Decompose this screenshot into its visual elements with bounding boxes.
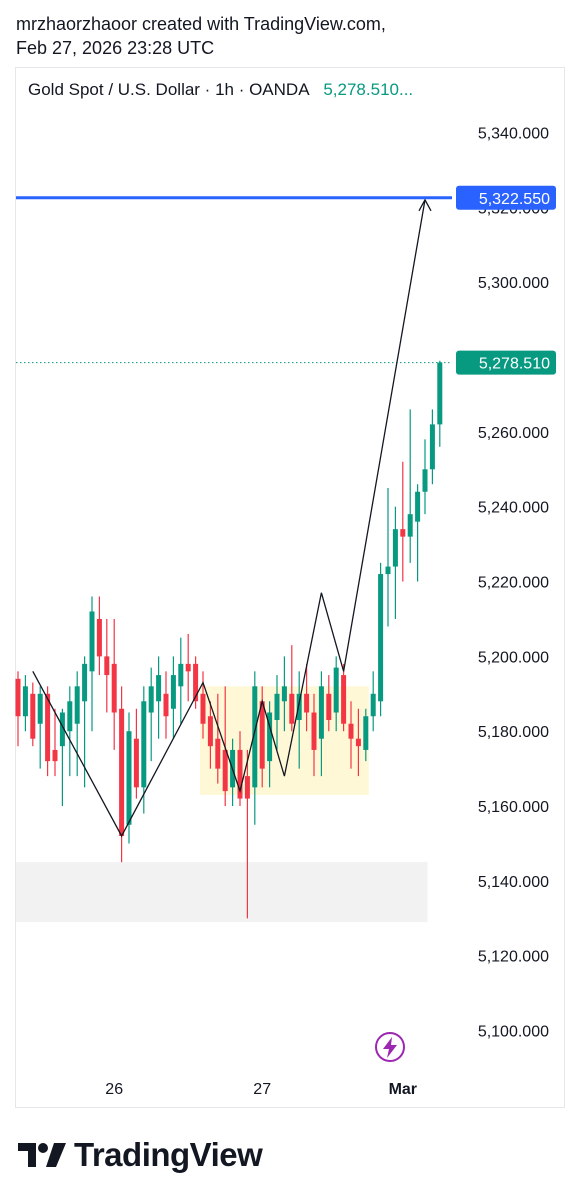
candle-body[interactable] xyxy=(333,667,339,713)
candle-body[interactable] xyxy=(304,693,310,713)
candle-body[interactable] xyxy=(74,686,80,724)
candle-body[interactable] xyxy=(111,663,117,713)
candle-body[interactable] xyxy=(318,686,324,739)
candle-body[interactable] xyxy=(156,675,162,702)
y-axis-tick-label: 5,340.000 xyxy=(478,126,549,143)
demand-zone-box xyxy=(16,862,428,923)
candle-body[interactable] xyxy=(311,712,317,750)
candle-body[interactable] xyxy=(185,663,191,672)
candle-body[interactable] xyxy=(422,469,428,492)
candle-body[interactable] xyxy=(163,693,169,717)
y-axis-tick-label: 5,160.000 xyxy=(478,799,549,816)
candle-body[interactable] xyxy=(193,663,199,702)
y-axis-tick-label: 5,180.000 xyxy=(478,724,549,741)
candle-body[interactable] xyxy=(385,566,391,575)
x-axis-label-27: 27 xyxy=(253,1081,271,1098)
candle-body[interactable] xyxy=(119,708,125,836)
candle-body[interactable] xyxy=(148,686,154,713)
projection-arrowhead xyxy=(418,198,432,212)
timestamp-line: Feb 27, 2026 23:28 UTC xyxy=(16,38,215,58)
candle-body[interactable] xyxy=(200,693,206,724)
candle-body[interactable] xyxy=(348,723,354,739)
candle-body[interactable] xyxy=(370,693,376,717)
candle-body[interactable] xyxy=(82,663,88,702)
candle-body[interactable] xyxy=(437,362,443,425)
y-axis-tick-label: 5,100.000 xyxy=(478,1024,549,1041)
symbol-legend[interactable]: Gold Spot / U.S. Dollar · 1h · OANDA 5,2… xyxy=(28,80,413,100)
y-axis-tick-label: 5,260.000 xyxy=(478,425,549,442)
tradingview-footer[interactable]: TradingView xyxy=(18,1135,263,1175)
candle-body[interactable] xyxy=(363,716,369,750)
candle-body[interactable] xyxy=(267,712,273,762)
candle-body[interactable] xyxy=(215,738,221,769)
candle-body[interactable] xyxy=(252,686,258,788)
candle-body[interactable] xyxy=(170,675,176,709)
candle-body[interactable] xyxy=(37,693,43,724)
candle-body[interactable] xyxy=(289,693,295,724)
candle-body[interactable] xyxy=(178,663,184,687)
y-axis-tick-label: 5,240.000 xyxy=(478,500,549,517)
candle-body[interactable] xyxy=(104,656,110,676)
candle-body[interactable] xyxy=(355,738,361,747)
x-axis-label-mar: Mar xyxy=(389,1081,417,1098)
x-axis-label-26: 26 xyxy=(105,1081,123,1098)
candle-body[interactable] xyxy=(378,574,384,702)
candle-body[interactable] xyxy=(259,701,265,769)
candle-body[interactable] xyxy=(133,738,139,788)
lightning-bolt-glyph xyxy=(383,1037,397,1058)
candle-body[interactable] xyxy=(281,686,287,702)
candle-body[interactable] xyxy=(30,693,36,739)
author-line: mrzhaorzhaoor created with TradingView.c… xyxy=(16,14,386,34)
candle-body[interactable] xyxy=(407,514,413,537)
candle-body[interactable] xyxy=(22,686,28,717)
y-axis-tick-label: 5,300.000 xyxy=(478,275,549,292)
candle-body[interactable] xyxy=(392,529,398,567)
candle-body[interactable] xyxy=(126,731,132,825)
y-axis-tick-label: 5,200.000 xyxy=(478,649,549,666)
candle-body[interactable] xyxy=(237,749,243,799)
candle-body[interactable] xyxy=(429,424,435,470)
tradingview-logo-icon xyxy=(18,1143,66,1167)
candle-body[interactable] xyxy=(400,529,406,537)
chart-frame xyxy=(15,67,565,1108)
symbol-title: Gold Spot / U.S. Dollar · 1h · OANDA xyxy=(28,80,309,99)
chart-header: mrzhaorzhaoor created with TradingView.c… xyxy=(16,12,386,60)
candle-body[interactable] xyxy=(52,749,58,762)
candle-body[interactable] xyxy=(67,701,73,732)
candle-body[interactable] xyxy=(45,693,51,762)
candle-body[interactable] xyxy=(222,749,228,792)
candle-body[interactable] xyxy=(326,693,332,720)
last-price-badge-bg xyxy=(456,350,556,375)
candle-body[interactable] xyxy=(15,678,21,717)
target-price-badge: 5,322.550 xyxy=(479,191,550,208)
target-price-badge-bg xyxy=(456,185,556,210)
legend-price: 5,278.510... xyxy=(323,80,414,99)
candle-body[interactable] xyxy=(296,693,302,720)
projection-path[interactable] xyxy=(32,199,426,838)
candle-body[interactable] xyxy=(415,491,421,522)
y-axis-tick-label: 5,220.000 xyxy=(478,575,549,592)
last-price-badge: 5,278.510 xyxy=(479,356,550,373)
candle-body[interactable] xyxy=(96,618,102,657)
lightning-bolt-icon[interactable] xyxy=(375,1032,405,1062)
candle-body[interactable] xyxy=(89,611,95,672)
y-axis-tick-label: 5,120.000 xyxy=(478,949,549,966)
candle-body[interactable] xyxy=(59,712,65,747)
y-axis-tick-label: 5,140.000 xyxy=(478,874,549,891)
candle-body[interactable] xyxy=(141,701,147,788)
brand-name: TradingView xyxy=(74,1136,263,1173)
candle-body[interactable] xyxy=(341,675,347,724)
candle-body[interactable] xyxy=(274,693,280,720)
candle-body[interactable] xyxy=(207,716,213,747)
candle-body[interactable] xyxy=(244,776,250,799)
